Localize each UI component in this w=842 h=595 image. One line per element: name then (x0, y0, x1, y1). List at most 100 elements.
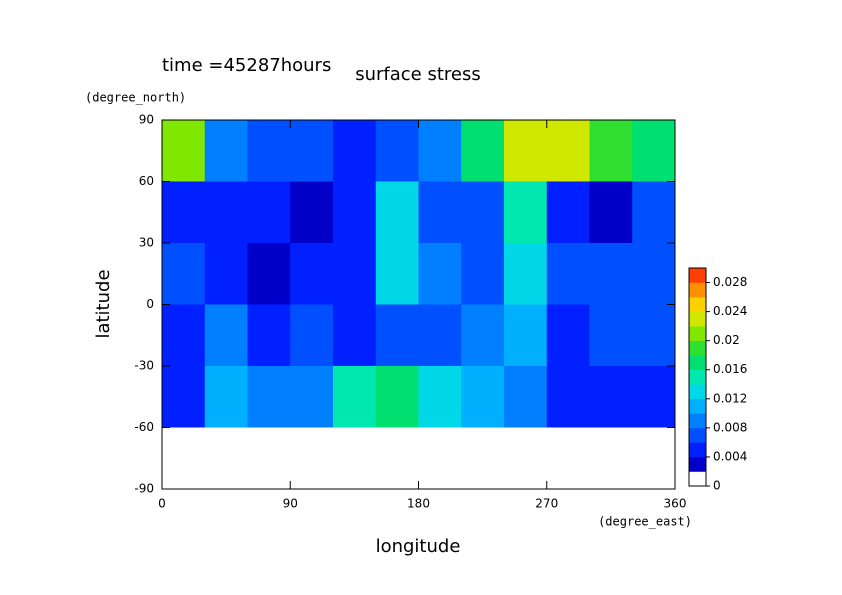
field-cell (290, 304, 334, 367)
field-cell (546, 304, 590, 367)
colorbar-segment (689, 268, 706, 283)
field-cell (290, 243, 334, 305)
field-cell (204, 304, 248, 367)
field-cell (333, 120, 377, 182)
field-cell (461, 120, 505, 182)
x-axis-label: longitude (376, 536, 461, 557)
y-unit: (degree_north) (85, 91, 186, 105)
field-cell (504, 304, 548, 367)
field-cell (375, 181, 419, 244)
colorbar-segment (689, 427, 706, 443)
y-tick-label: -90 (134, 482, 154, 496)
colorbar-frame (688, 267, 707, 487)
field-cell (375, 427, 419, 490)
chart-title: surface stress (355, 64, 481, 85)
colorbar-segment (689, 442, 706, 458)
field-cell (247, 120, 291, 182)
field-cell (162, 181, 206, 244)
field-cell (204, 120, 248, 182)
field-cell (204, 243, 248, 305)
field-cell (504, 181, 548, 244)
colorbar-segment (689, 355, 706, 371)
field-cell (162, 243, 206, 305)
y-tick-label: -30 (134, 359, 154, 373)
field-cell (504, 427, 548, 490)
field-cell (247, 427, 291, 490)
field-cell (589, 181, 633, 244)
field-cell (290, 120, 334, 182)
field-cell (546, 243, 590, 305)
colorbar-segment (689, 326, 706, 341)
field-cell (418, 243, 462, 305)
field-cell (632, 120, 676, 182)
y-axis-label: latitude (93, 269, 114, 338)
field-cell (418, 427, 462, 490)
field-cell (589, 120, 633, 182)
colorbar-segment (689, 340, 706, 356)
colorbar-segment (689, 456, 706, 472)
field-cell (546, 427, 590, 490)
field-cell (632, 181, 676, 244)
field-cell (375, 243, 419, 305)
field-cell (504, 366, 548, 428)
field-cell (162, 304, 206, 367)
field-cell (418, 120, 462, 182)
field (162, 120, 676, 490)
colorbar-tick-label: 0.02 (713, 333, 740, 347)
field-cell (589, 427, 633, 490)
field-cell (546, 366, 590, 428)
y-tick-label: 60 (139, 174, 154, 188)
field-cell (632, 243, 676, 305)
colorbar-segment (689, 398, 706, 414)
field-cell (418, 366, 462, 428)
x-tick-label: 360 (664, 497, 687, 511)
field-cell (589, 366, 633, 428)
y-tick-label: 90 (139, 113, 154, 127)
x-tick-label: 180 (407, 497, 430, 511)
y-tick-label: 30 (139, 236, 154, 250)
colorbar-tick-label: 0.024 (713, 304, 747, 318)
field-cell (461, 243, 505, 305)
field-cell (418, 181, 462, 244)
field-cell (375, 304, 419, 367)
field-cell (589, 243, 633, 305)
field-cell (504, 120, 548, 182)
field-cell (290, 427, 334, 490)
x-tick-label: 0 (158, 497, 166, 511)
field-cell (290, 366, 334, 428)
field-cell (247, 304, 291, 367)
field-cell (632, 427, 676, 490)
field-cell (204, 366, 248, 428)
colorbar-tick-label: 0 (713, 479, 721, 493)
field-cell (247, 243, 291, 305)
field-cell (461, 304, 505, 367)
colorbar-tick-label: 0.008 (713, 420, 747, 434)
colorbar-segment (689, 297, 706, 312)
colorbar-tick-label: 0.012 (713, 391, 747, 405)
field-cell (204, 181, 248, 244)
field-cell (632, 304, 676, 367)
field-cell (333, 243, 377, 305)
field-cell (162, 366, 206, 428)
field-cell (290, 181, 334, 244)
colorbar-segment (689, 471, 706, 487)
field-cell (632, 366, 676, 428)
field-cell (461, 366, 505, 428)
colorbar-segment (689, 413, 706, 429)
colorbar-tick-label: 0.016 (713, 362, 747, 376)
field-cell (589, 304, 633, 367)
colorbar-segment (689, 311, 706, 327)
field-cell (247, 366, 291, 428)
field-cell (247, 181, 291, 244)
field-cell (162, 427, 206, 490)
colorbar-tick-label: 0.004 (713, 449, 747, 463)
field-cell (333, 304, 377, 367)
colorbar-segment (689, 369, 706, 385)
y-tick-label: 0 (146, 297, 154, 311)
colorbar-tick-label: 0.028 (713, 275, 747, 289)
field-cell (333, 181, 377, 244)
field-cell (162, 120, 206, 182)
field-cell (375, 366, 419, 428)
field-cell (204, 427, 248, 490)
